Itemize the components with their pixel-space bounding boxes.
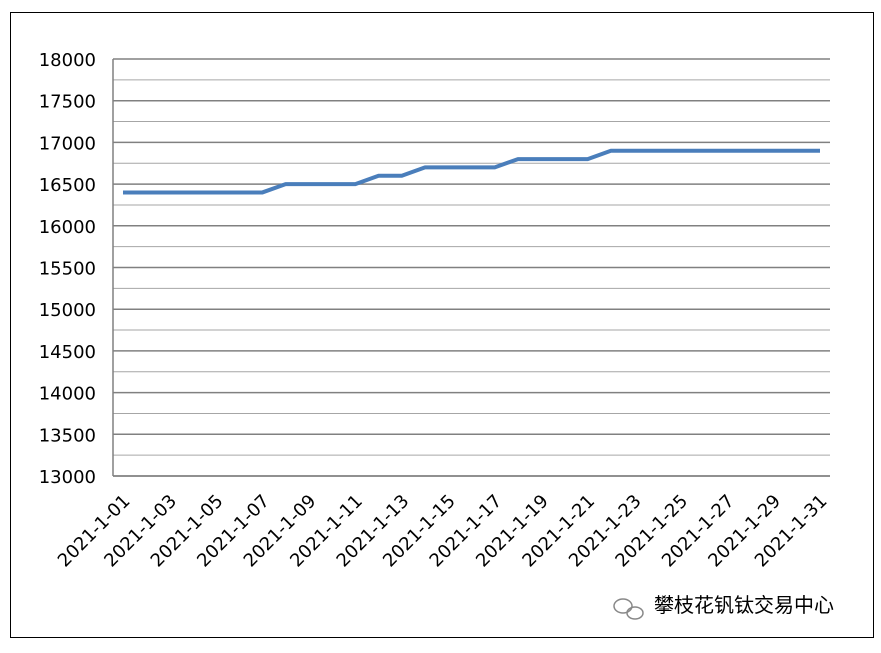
y-tick-label: 13000 bbox=[39, 467, 96, 488]
y-tick-label: 16500 bbox=[39, 175, 96, 196]
y-tick-label: 15500 bbox=[39, 259, 96, 280]
y-tick-label: 13500 bbox=[39, 425, 96, 446]
chart-border bbox=[10, 12, 874, 638]
y-tick-label: 15000 bbox=[39, 300, 96, 321]
watermark: 攀枝花钒钛交易中心 bbox=[654, 593, 834, 617]
y-tick-label: 17000 bbox=[39, 133, 96, 154]
y-tick-label: 16000 bbox=[39, 217, 96, 238]
y-tick-label: 17500 bbox=[39, 92, 96, 113]
line-series bbox=[123, 148, 820, 195]
y-tick-label: 14000 bbox=[39, 384, 96, 405]
watermark-icon bbox=[613, 598, 644, 620]
y-tick-label: 18000 bbox=[39, 50, 96, 71]
y-tick-label: 14500 bbox=[39, 342, 96, 363]
